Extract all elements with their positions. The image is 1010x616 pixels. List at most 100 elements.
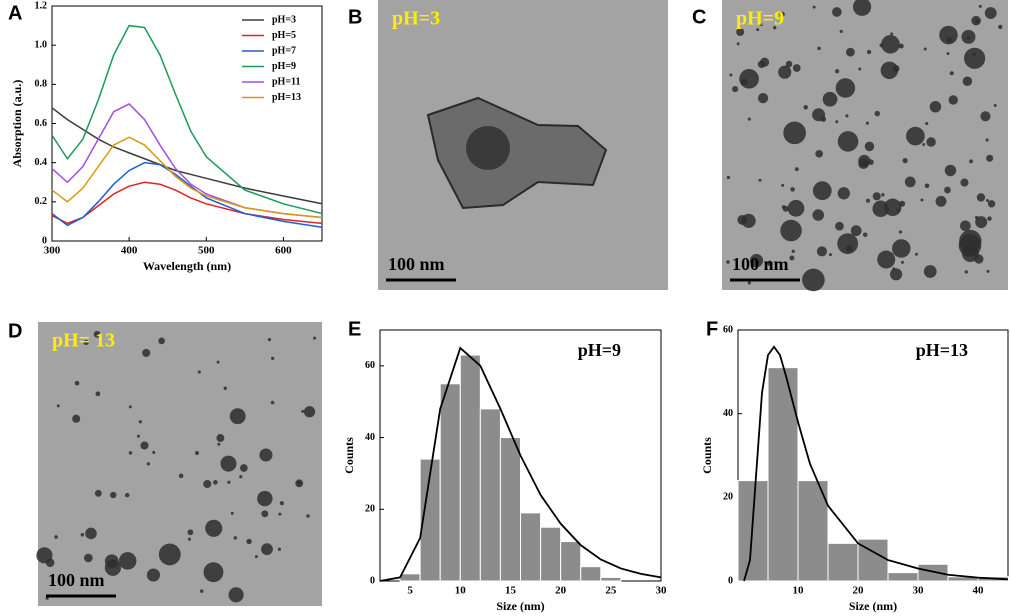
x-tick-label: 30 [913,585,925,597]
particle [975,216,988,229]
particle [778,65,792,79]
particle [146,568,160,582]
particle [301,409,305,413]
particle [922,142,926,146]
particle [152,450,156,454]
scale-bar-label: 100 nm [48,570,105,590]
fit-curve [743,345,1009,582]
particle [197,370,201,374]
legend-label: pH=5 [272,30,296,41]
x-tick-label: 300 [44,245,61,257]
particle [239,475,243,479]
annotation: pH=13 [916,340,968,360]
particle [902,157,908,164]
y-tick-label: 60 [365,360,375,371]
particle [257,490,273,507]
x-tick-label: 600 [275,245,292,257]
x-tick-label: 15 [505,585,517,597]
particle [205,519,223,537]
particle [54,535,58,539]
particle [898,43,904,49]
particle [864,141,875,152]
particle [736,42,740,46]
particle [726,175,731,180]
particle [881,193,885,197]
particle [216,360,220,364]
y-tick-label: 0.6 [35,118,48,129]
particle [959,229,982,253]
particle [975,243,979,247]
y-tick-label: 20 [365,504,375,515]
particle [837,187,850,200]
particle [758,178,762,182]
particle [969,159,973,164]
particle [898,230,903,234]
particle [986,269,990,273]
particle [199,589,204,593]
particle [835,120,839,124]
particle [802,268,825,292]
particle [729,73,733,77]
y-tick-label: 0.8 [35,79,48,90]
particle [834,69,840,74]
particle [791,249,795,253]
y-tick-label: 0.4 [35,157,48,168]
particle [868,159,874,165]
particle [259,448,273,462]
particle [986,154,994,162]
image-label: pH=9 [736,8,784,30]
particle [812,5,816,9]
x-axis-label: Size (nm) [849,599,897,613]
particle [187,537,191,541]
particle [837,233,859,255]
particle [816,246,827,257]
particle [920,198,924,202]
particle [926,137,936,147]
particle [240,464,248,472]
particle [270,400,275,405]
particle [136,434,140,438]
image-label: pH=3 [392,8,440,30]
particle [94,489,102,497]
particle [83,339,89,346]
legend-label: pH=3 [272,14,296,25]
particle [227,480,231,484]
y-tick-label: 0.2 [35,196,48,207]
particle [949,71,954,76]
particle [146,462,151,466]
particle [879,43,884,48]
histogram-bar [499,437,521,582]
particle [277,547,281,551]
particle [980,111,991,122]
histogram-bar [767,367,799,582]
particle [832,7,842,17]
y-axis-label: Absorption (a.u.) [10,80,24,168]
y-tick-label: 40 [365,432,375,443]
particle [946,52,950,56]
particle [726,260,730,264]
particle [815,149,823,158]
particle [781,205,786,209]
particle [261,543,273,556]
histogram-bar [399,573,421,582]
particle [56,404,60,408]
particle [739,69,759,89]
particle [261,510,269,518]
particle [72,414,81,423]
particle [889,268,903,281]
particle [852,0,872,16]
particle [881,34,900,54]
particle [845,47,855,57]
particle [820,116,827,122]
histogram-bar [479,408,501,582]
particle [978,4,982,8]
particle [74,380,80,386]
particle [929,101,942,113]
particle [846,245,853,252]
particle [874,110,880,117]
particle [110,491,117,499]
particle [944,186,951,194]
particle [971,15,981,26]
particle [948,95,958,105]
